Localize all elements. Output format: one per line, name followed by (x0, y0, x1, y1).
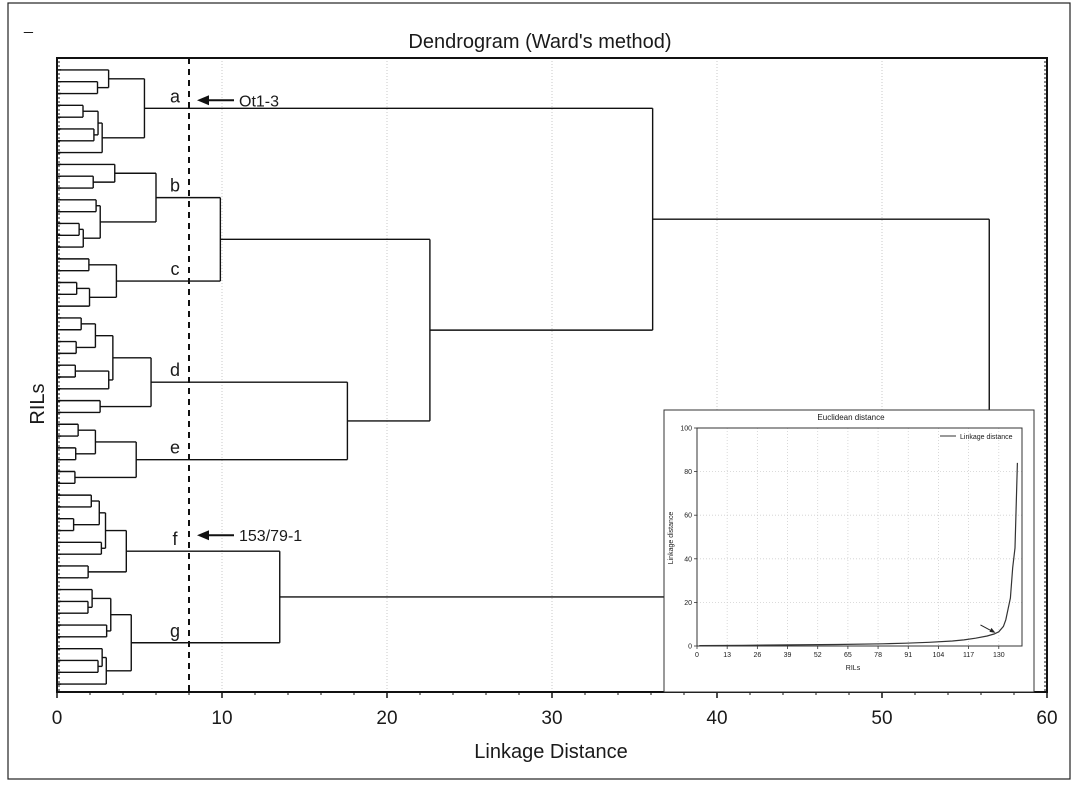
annotation-label: Ot1-3 (239, 93, 279, 110)
inset-plot-frame (696, 427, 1023, 647)
inset-x-tick-label: 13 (723, 652, 731, 659)
x-axis-label: Linkage Distance (474, 741, 627, 763)
cluster-label-a: a (170, 86, 181, 106)
inset-x-tick-label: 104 (933, 652, 945, 659)
inset-chart: Euclidean distance RILs Linkage distance… (663, 409, 1035, 693)
y-axis-label: RILs (27, 383, 49, 424)
inset-background (663, 409, 1035, 693)
inset-series-line (699, 462, 1018, 647)
annotation-arrow-head (197, 530, 209, 541)
inset-y-tick-label: 0 (688, 644, 692, 651)
inset-title: Euclidean distance (817, 413, 885, 422)
inset-legend-label: Linkage distance (960, 434, 1013, 441)
cluster-label-f: f (172, 529, 178, 549)
outer-frame (7, 2, 1071, 780)
cluster-label-g: g (170, 621, 180, 641)
inset-plot-area: 0 13 26 39 52 65 78 91 104 117 130 0 20 40 60 80 100 (680, 426, 1023, 659)
inset-y-tick-label: 100 (680, 426, 692, 433)
x-tick-label: 40 (706, 708, 727, 729)
cluster-label-b: b (170, 176, 180, 196)
annotation-label: 153/79-1 (239, 528, 302, 545)
inset-y-tick-label: 40 (684, 556, 692, 563)
inset-x-tick-label: 52 (814, 652, 822, 659)
inset-x-tick-label: 78 (874, 652, 882, 659)
annotation-arrow-head (197, 95, 209, 106)
cluster-label-e: e (170, 438, 180, 458)
x-tick-label: 30 (541, 708, 562, 729)
annotations: Ot1-3 153/79-1 (197, 93, 302, 545)
x-tick-label: 10 (211, 708, 232, 729)
cluster-labels: a b c d e f g (170, 58, 190, 692)
chart-title: Dendrogram (Ward's method) (408, 31, 671, 53)
inset-y-label: Linkage distance (668, 512, 675, 565)
x-tick-label: 20 (376, 708, 397, 729)
x-tick-label: 50 (871, 708, 892, 729)
plot-frame (56, 57, 1048, 693)
inset-x-tick-label: 0 (695, 652, 699, 659)
inset-y-tick-label: 20 (684, 600, 692, 607)
inset-x-tick-label: 117 (963, 652, 974, 659)
x-tick-label: 0 (52, 708, 63, 729)
inset-x-tick-label: 130 (993, 652, 1005, 659)
inset-x-tick-label: 65 (844, 652, 852, 659)
cluster-label-d: d (170, 360, 180, 380)
inset-x-tick-label: 26 (753, 652, 761, 659)
inset-x-label: RILs (846, 665, 861, 672)
inset-x-tick-label: 91 (904, 652, 912, 659)
inset-annotation-arrow-head (989, 627, 996, 633)
inset-y-tick-label: 60 (684, 513, 692, 520)
corner-mark: _ (23, 17, 34, 34)
cluster-label-c: c (171, 259, 180, 279)
x-tick-label: 60 (1036, 708, 1057, 729)
inset-y-tick-label: 80 (684, 469, 692, 476)
inset-x-tick-label: 39 (784, 652, 792, 659)
